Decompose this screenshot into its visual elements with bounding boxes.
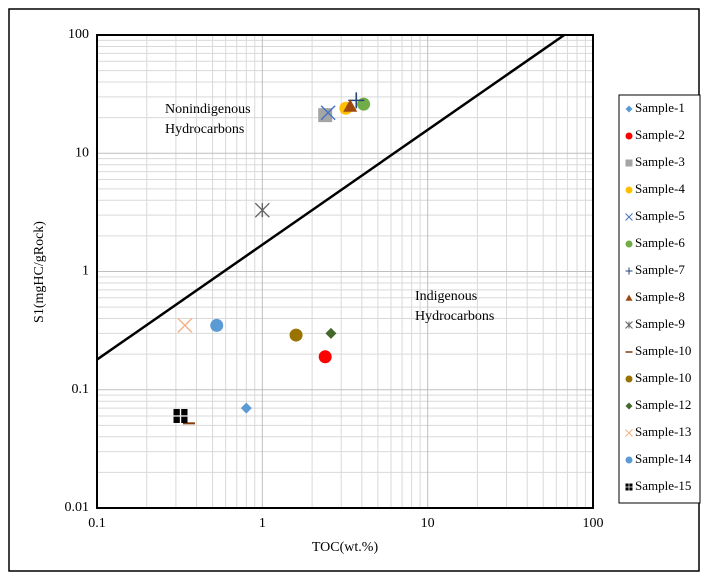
marker	[348, 92, 365, 109]
marker	[240, 402, 252, 414]
marker	[625, 483, 633, 491]
legend-label: Sample-3	[635, 154, 685, 169]
x-tick-label: 1	[259, 516, 266, 531]
marker-part	[325, 327, 337, 339]
marker-part	[625, 105, 633, 113]
annotation: Indigenous	[415, 289, 477, 304]
marker-part	[625, 487, 629, 491]
marker	[625, 132, 633, 140]
legend-label: Sample-4	[635, 181, 685, 196]
marker-part	[625, 159, 633, 167]
marker	[625, 240, 633, 248]
marker-part	[625, 483, 629, 487]
marker-part	[173, 416, 180, 423]
marker	[210, 318, 224, 332]
legend-label: Sample-2	[635, 127, 685, 142]
legend-label: Sample-7	[635, 262, 685, 277]
marker-part	[625, 456, 633, 464]
plot-area	[96, 34, 594, 509]
marker-part	[625, 186, 633, 194]
x-tick-label: 10	[421, 516, 435, 531]
marker	[625, 456, 633, 464]
y-tick-label: 0.01	[65, 500, 90, 515]
marker	[625, 375, 633, 383]
legend-label: Sample-5	[635, 208, 685, 223]
marker-part	[625, 429, 633, 437]
marker	[254, 202, 270, 218]
marker	[625, 186, 633, 194]
y-tick-label: 100	[68, 27, 89, 42]
marker-part	[625, 213, 633, 221]
marker-part	[320, 105, 336, 121]
marker-part	[625, 294, 633, 301]
y-tick-label: 0.1	[72, 382, 90, 397]
marker	[625, 294, 633, 301]
legend-label: Sample-12	[635, 397, 691, 412]
marker-part	[343, 99, 358, 112]
legend-label: Sample-13	[635, 424, 691, 439]
marker	[625, 429, 633, 437]
marker-part	[625, 402, 633, 410]
legend-label: Sample-14	[635, 451, 692, 466]
marker	[625, 402, 633, 410]
marker-part	[289, 328, 303, 342]
marker	[289, 328, 303, 342]
marker	[625, 213, 633, 221]
marker	[625, 105, 633, 113]
marker	[625, 321, 633, 329]
boundary-line	[96, 33, 565, 361]
marker	[320, 105, 336, 121]
x-axis-label: TOC(wt.%)	[312, 540, 379, 555]
marker	[325, 327, 337, 339]
marker-part	[181, 408, 188, 416]
annotation: Hydrocarbons	[415, 309, 494, 324]
marker-part	[210, 318, 224, 332]
marker-part	[254, 202, 270, 218]
legend-label: Sample-15	[635, 478, 691, 493]
marker-part	[625, 132, 633, 140]
marker-part	[318, 350, 332, 364]
marker-part	[240, 402, 252, 414]
marker-part	[177, 317, 193, 333]
x-tick-label: 0.1	[88, 516, 106, 531]
marker-part	[629, 487, 633, 491]
legend-label: Sample-8	[635, 289, 685, 304]
marker-part	[181, 416, 188, 423]
annotation: Nonindigenous	[165, 102, 251, 117]
marker-part	[625, 240, 633, 248]
y-tick-label: 10	[75, 145, 89, 160]
legend-label: Sample-10	[635, 370, 691, 385]
marker-part	[173, 408, 180, 416]
legend-label: Sample-6	[635, 235, 685, 250]
marker	[177, 317, 193, 333]
marker	[343, 99, 358, 112]
marker-part	[625, 375, 633, 383]
marker	[625, 159, 633, 167]
legend-label: Sample-10	[635, 343, 691, 358]
legend-label: Sample-1	[635, 100, 685, 115]
marker	[173, 408, 188, 423]
marker-part	[348, 92, 365, 109]
marker	[625, 267, 633, 275]
marker-part	[625, 267, 633, 275]
y-tick-label: 1	[82, 264, 89, 279]
y-axis-label: S1(mgHC/gRock)	[32, 221, 47, 323]
marker	[318, 350, 332, 364]
annotation: Hydrocarbons	[165, 122, 244, 137]
marker-part	[625, 321, 633, 329]
marker-part	[629, 483, 633, 487]
x-tick-label: 100	[583, 516, 604, 531]
legend-label: Sample-9	[635, 316, 685, 331]
